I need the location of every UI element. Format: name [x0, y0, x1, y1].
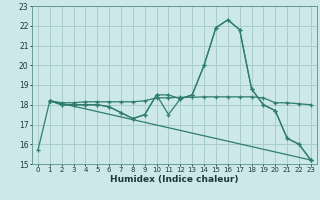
X-axis label: Humidex (Indice chaleur): Humidex (Indice chaleur)	[110, 175, 239, 184]
